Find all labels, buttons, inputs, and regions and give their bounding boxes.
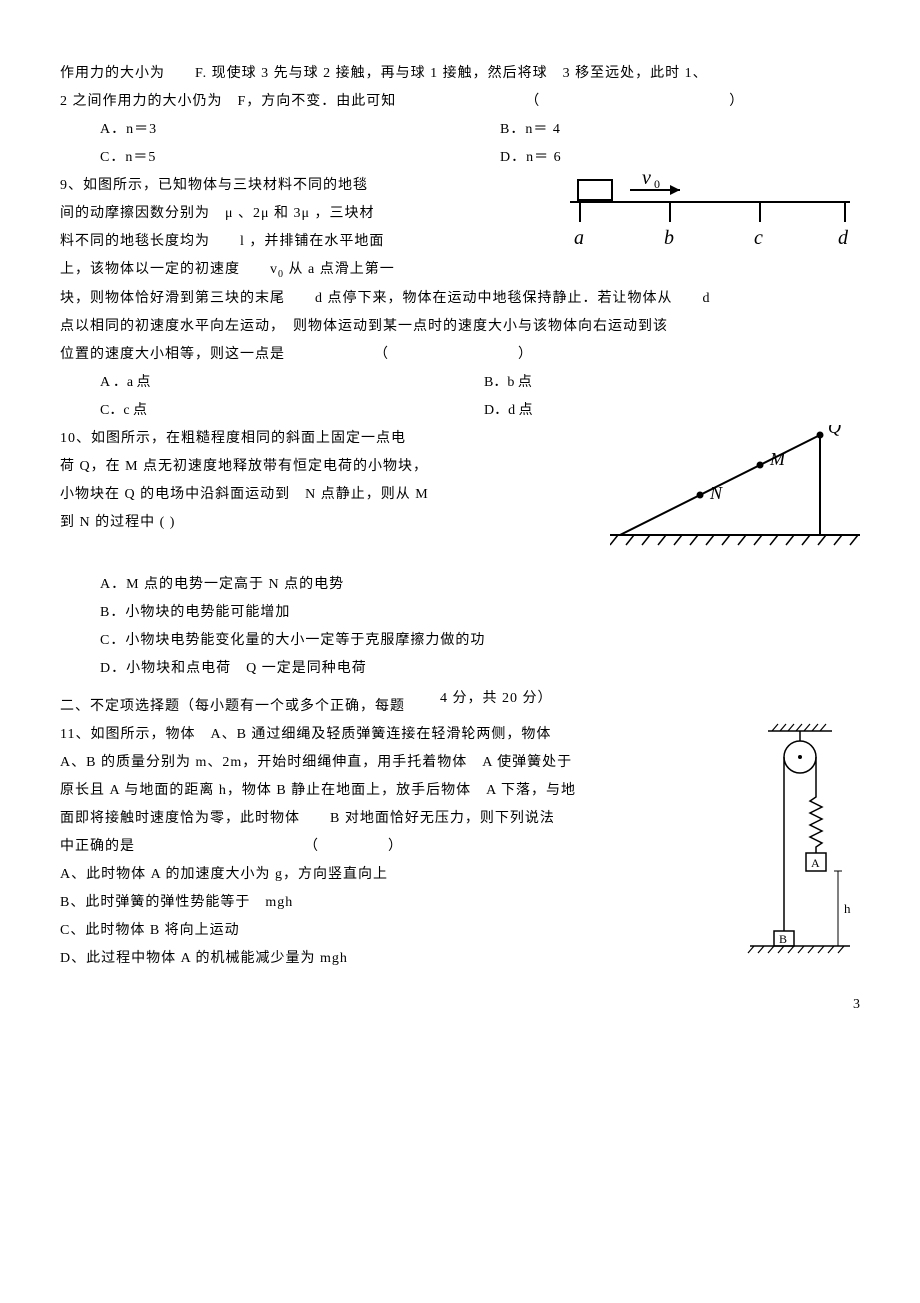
q8-optB: B．n＝ 4 [500, 116, 900, 144]
q9-optD: D．d 点 [484, 397, 860, 425]
q10-optB: B．小物块的电势能可能增加 [60, 599, 860, 627]
q11-paren-close: ） [388, 833, 403, 861]
q9-l6: 点以相同的初速度水平向左运动， 则物体运动到某一点时的速度大小与该物体向右运动到… [60, 313, 860, 341]
q8-line1: 作用力的大小为 F. 现使球 3 先与球 2 接触，再与球 1 接触，然后将球 … [60, 60, 860, 88]
q9-l7-text: 位置的速度大小相等，则这一点是 [60, 347, 285, 362]
q8-optD: D．n＝ 6 [500, 144, 900, 172]
q11-figure: A h B [720, 721, 860, 977]
q10-figure: Q M N [610, 425, 860, 571]
svg-text:B: B [779, 932, 787, 946]
q8-paren-close: ） [729, 88, 744, 116]
q10-optC: C．小物块电势能变化量的大小一定等于克服摩擦力做的功 [60, 627, 860, 655]
q9-l4a: 上，该物体以一定的初速度 v [60, 262, 278, 277]
q8-paren-open: （ [525, 88, 540, 116]
q11-l5-text: 中正确的是 [60, 839, 135, 854]
q8-line2: 2 之间作用力的大小仍为 F，方向不变．由此可知 （ ） [60, 88, 860, 116]
q8-line2-text: 2 之间作用力的大小仍为 F，方向不变．由此可知 [60, 94, 396, 109]
q9-l5: 块，则物体恰好滑到第三块的末尾 d 点停下来，物体在运动中地毯保持静止．若让物体… [60, 285, 860, 313]
q10-optA: A．M 点的电势一定高于 N 点的电势 [60, 571, 860, 599]
section2-heading: 4 分，共 20 分） 二、不定项选择题（每小题有一个或多个正确，每题 [60, 693, 860, 721]
svg-text:Q: Q [828, 425, 841, 437]
q9-paren-open: （ [374, 341, 389, 369]
q9-l4b: 从 a 点滑上第一 [284, 262, 395, 277]
q11-paren-open: （ [304, 833, 319, 861]
section2-line2: 4 分，共 20 分） [440, 685, 553, 713]
q9-optB: B．b 点 [484, 369, 860, 397]
svg-text:N: N [709, 483, 723, 503]
svg-text:d: d [838, 227, 849, 249]
q8-optC: C．n＝5 [60, 144, 500, 172]
q10-optD: D．小物块和点电荷 Q 一定是同种电荷 [60, 655, 860, 683]
svg-text:M: M [769, 449, 786, 469]
q8-optA: A．n＝3 [60, 116, 500, 144]
svg-text:a: a [574, 227, 584, 249]
svg-text:c: c [754, 227, 763, 249]
q9-l7: 位置的速度大小相等，则这一点是 （ ） [60, 341, 860, 369]
q9-figure: v 0 a b c d [560, 172, 860, 278]
q9-optC: C．c 点 [60, 397, 484, 425]
svg-text:A: A [811, 856, 820, 870]
q9-paren-close: ） [518, 341, 533, 369]
q9-optA: A ．a 点 [60, 369, 484, 397]
page-number: 3 [853, 991, 860, 1019]
svg-text:h: h [844, 901, 851, 916]
section2-line1: 二、不定项选择题（每小题有一个或多个正确，每题 [60, 699, 405, 714]
svg-text:b: b [664, 227, 674, 249]
q9-v0-sub: 0 [654, 177, 660, 191]
q9-v0-label: v [642, 172, 651, 189]
